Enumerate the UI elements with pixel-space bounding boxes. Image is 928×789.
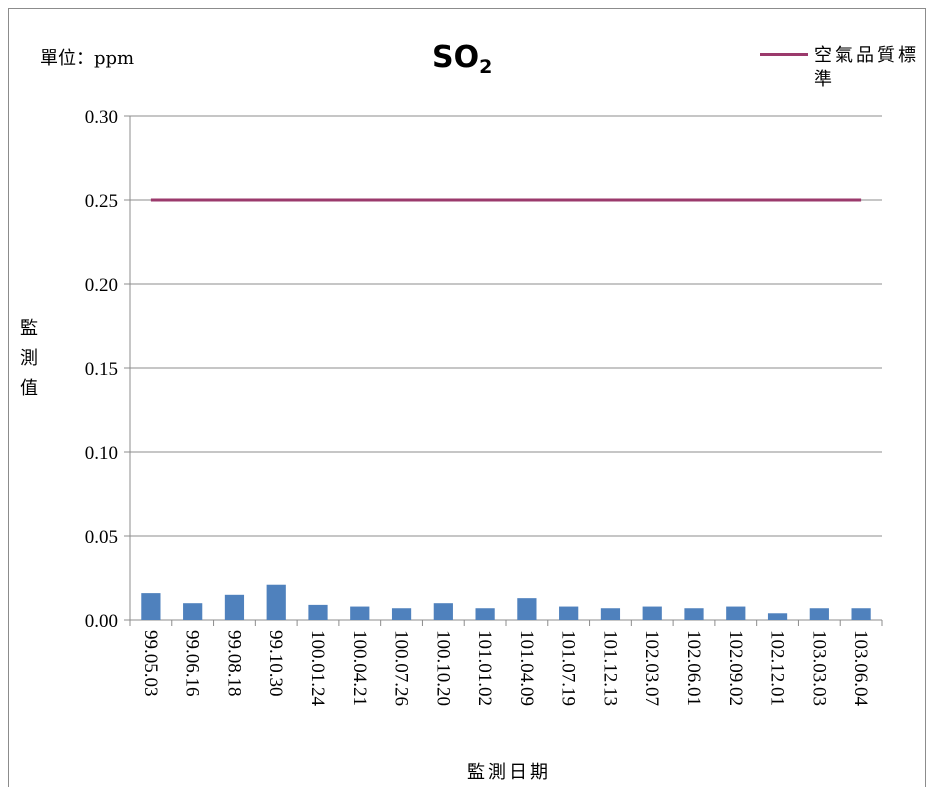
chart-title: SO2 xyxy=(432,40,493,78)
bar xyxy=(433,603,453,620)
title-main: SO xyxy=(432,40,480,75)
x-tick-label: 101.04.09 xyxy=(516,630,537,706)
x-tick-label: 100.04.21 xyxy=(349,630,370,706)
bar xyxy=(600,608,621,620)
bar xyxy=(559,606,579,620)
bar xyxy=(767,613,788,620)
bar xyxy=(183,603,203,620)
x-tick-label: 101.07.19 xyxy=(558,630,579,706)
bar xyxy=(517,598,537,620)
y-tick-label: 0.00 xyxy=(85,611,118,632)
x-tick-label: 99.10.30 xyxy=(265,630,286,697)
x-tick-label: 101.12.13 xyxy=(599,630,620,706)
x-tick-label: 100.07.26 xyxy=(391,630,412,706)
y-axis-label: 監測值 xyxy=(20,318,38,399)
x-tick-label: 99.06.16 xyxy=(182,630,203,697)
x-tick-label: 103.03.03 xyxy=(808,630,829,706)
y-tick-label: 0.30 xyxy=(85,107,118,128)
bar xyxy=(350,606,370,620)
bar xyxy=(684,608,704,620)
x-tick-label: 102.12.01 xyxy=(767,630,788,706)
bar xyxy=(726,606,746,620)
legend-swatch-standard xyxy=(760,53,808,56)
x-tick-label: 102.09.02 xyxy=(725,630,746,706)
bar xyxy=(642,606,662,620)
unit-label: 單位：ppm xyxy=(40,48,135,69)
x-tick-label: 102.03.07 xyxy=(641,630,662,706)
x-tick-label: 99.05.03 xyxy=(140,630,161,697)
x-tick-label: 101.01.02 xyxy=(474,630,495,706)
bar xyxy=(391,608,412,620)
bar xyxy=(224,594,245,620)
bar xyxy=(809,608,829,620)
y-tick-label: 0.10 xyxy=(85,443,118,464)
x-tick-label: 102.06.01 xyxy=(683,630,704,706)
x-axis-label: 監測日期 xyxy=(467,762,551,783)
x-tick-label: 99.08.18 xyxy=(223,630,244,697)
y-tick-label: 0.20 xyxy=(85,275,118,296)
chart-frame xyxy=(8,8,926,787)
y-tick-label: 0.15 xyxy=(85,359,118,380)
bar xyxy=(266,584,286,620)
x-tick-label: 103.06.04 xyxy=(850,630,871,707)
legend-label-standard: 空氣品質標準 xyxy=(814,45,919,90)
y-tick-label: 0.05 xyxy=(85,527,118,548)
bar xyxy=(475,608,495,620)
bar xyxy=(308,604,328,620)
bar xyxy=(141,593,161,620)
y-tick-label: 0.25 xyxy=(85,191,118,212)
x-tick-label: 100.01.24 xyxy=(307,630,328,707)
bar xyxy=(851,608,871,620)
x-tick-label: 100.10.20 xyxy=(432,630,453,706)
title-subscript: 2 xyxy=(479,56,493,78)
